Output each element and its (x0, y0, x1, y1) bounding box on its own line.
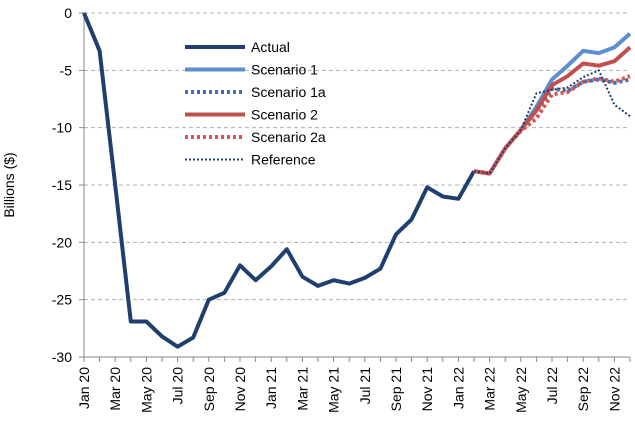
y-tick-label: -10 (52, 120, 72, 136)
x-tick-label: May 21 (326, 367, 342, 413)
x-tick-label: May 22 (513, 367, 529, 413)
legend-label: Scenario 2a (251, 129, 326, 145)
x-tick-label: Sep 22 (575, 367, 591, 412)
x-tick-label: Mar 20 (107, 367, 123, 411)
legend-label: Scenario 2 (251, 107, 318, 123)
x-tick-label: Jan 20 (76, 367, 92, 409)
legend-label: Scenario 1a (251, 84, 326, 100)
x-tick-label: Jan 21 (263, 367, 279, 409)
legend-label: Reference (251, 152, 316, 168)
y-tick-label: 0 (64, 5, 72, 21)
x-tick-label: Nov 20 (232, 367, 248, 412)
x-tick-label: Jul 22 (544, 367, 560, 405)
x-tick-label: Jan 22 (450, 367, 466, 409)
series-line (473, 32, 632, 176)
x-tick-label: Nov 22 (606, 367, 622, 412)
x-tick-label: Sep 20 (201, 367, 217, 412)
legend-label: Scenario 1 (251, 62, 318, 78)
y-tick-label: -25 (52, 292, 72, 308)
x-tick-label: Jul 20 (170, 367, 186, 405)
x-tick-label: Jul 21 (357, 367, 373, 405)
y-tick-label: -15 (52, 177, 72, 193)
y-tick-label: -30 (52, 349, 72, 365)
series-line (82, 12, 476, 349)
x-tick-label: May 20 (138, 367, 154, 413)
y-tick-label: -20 (52, 234, 72, 250)
x-tick-label: Mar 21 (294, 367, 310, 411)
y-axis-label: Billions ($) (1, 152, 17, 217)
series-line (473, 45, 632, 176)
legend-label: Actual (251, 39, 290, 55)
y-tick-label: -5 (60, 62, 73, 78)
x-tick-label: Mar 22 (482, 367, 498, 411)
x-tick-label: Sep 21 (388, 367, 404, 412)
x-tick-label: Nov 21 (419, 367, 435, 412)
series-line (473, 69, 631, 175)
